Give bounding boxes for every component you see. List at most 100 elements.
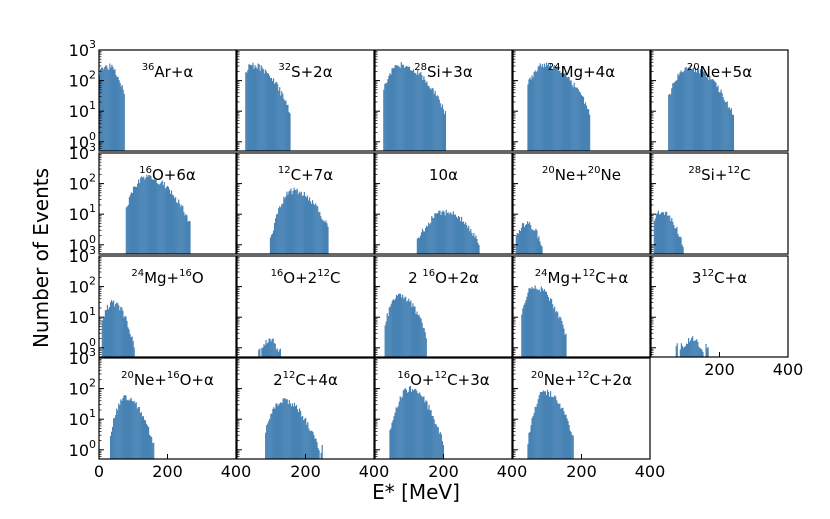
bar bbox=[120, 306, 122, 357]
bar bbox=[546, 389, 549, 459]
bar bbox=[273, 343, 275, 357]
bar bbox=[398, 66, 400, 151]
bar bbox=[156, 183, 158, 254]
y-tick-exponent: 0 bbox=[89, 438, 96, 451]
bar bbox=[284, 398, 286, 459]
bar bbox=[260, 65, 262, 151]
bar bbox=[413, 306, 415, 357]
bar bbox=[442, 444, 444, 459]
bar bbox=[518, 229, 520, 254]
bar bbox=[418, 393, 420, 459]
bar bbox=[395, 294, 398, 357]
bar bbox=[545, 62, 548, 151]
bar bbox=[113, 300, 115, 357]
bar bbox=[279, 348, 281, 357]
bar bbox=[554, 306, 556, 357]
bar bbox=[409, 301, 411, 357]
bar bbox=[689, 341, 691, 357]
bar bbox=[272, 408, 274, 459]
bar bbox=[180, 206, 182, 254]
bar bbox=[676, 226, 678, 254]
bar bbox=[692, 67, 694, 151]
bar bbox=[419, 392, 421, 459]
bar bbox=[659, 213, 662, 254]
bar bbox=[453, 214, 455, 254]
y-tick-base: 10 bbox=[69, 41, 89, 60]
bar bbox=[564, 73, 566, 151]
y-tick-label: 100 bbox=[69, 233, 96, 255]
bar bbox=[442, 210, 444, 254]
title-text: 3 bbox=[692, 269, 702, 287]
bar bbox=[397, 293, 400, 357]
bar bbox=[262, 69, 264, 151]
y-tick-base: 10 bbox=[69, 349, 89, 368]
y-tick-base: 10 bbox=[69, 102, 89, 121]
bar bbox=[172, 195, 175, 254]
bar bbox=[139, 182, 141, 254]
title-text: C+7α bbox=[291, 166, 334, 184]
bar bbox=[531, 229, 533, 254]
bar bbox=[283, 196, 285, 254]
bar bbox=[309, 430, 311, 459]
bar bbox=[316, 442, 318, 459]
bar bbox=[124, 395, 126, 459]
bar bbox=[691, 337, 693, 357]
bar bbox=[556, 310, 558, 357]
bar bbox=[397, 65, 399, 151]
panel-2c12-4alpha: 212C+4α 200 400 bbox=[236, 357, 389, 481]
bar bbox=[251, 65, 253, 151]
bar bbox=[270, 77, 273, 151]
bar bbox=[551, 298, 553, 357]
bar bbox=[452, 211, 454, 254]
bar bbox=[425, 400, 427, 459]
bar bbox=[674, 227, 676, 254]
bar bbox=[588, 109, 590, 151]
bar bbox=[311, 430, 313, 459]
bar bbox=[530, 225, 532, 254]
bar bbox=[153, 442, 155, 459]
bar bbox=[265, 339, 267, 357]
bar bbox=[540, 286, 542, 357]
bar bbox=[476, 239, 478, 254]
bar bbox=[732, 115, 735, 151]
bar bbox=[134, 186, 137, 254]
bar bbox=[418, 314, 420, 357]
bar bbox=[557, 312, 559, 357]
bar bbox=[547, 297, 550, 357]
bar bbox=[249, 64, 251, 151]
bar bbox=[306, 195, 309, 254]
bar bbox=[532, 416, 534, 459]
bar bbox=[389, 73, 391, 151]
bar bbox=[533, 288, 535, 357]
bar bbox=[679, 236, 681, 254]
bar bbox=[589, 114, 591, 151]
bar bbox=[721, 93, 723, 151]
title-text: Ne+ bbox=[544, 371, 577, 389]
bar bbox=[282, 93, 284, 151]
bar bbox=[534, 406, 536, 459]
bar bbox=[293, 187, 295, 254]
y-tick-label: 101 bbox=[69, 305, 96, 327]
bar bbox=[150, 176, 152, 254]
bar bbox=[267, 342, 269, 357]
bar bbox=[708, 79, 710, 151]
bar bbox=[681, 345, 684, 357]
bar bbox=[673, 83, 675, 151]
bar bbox=[422, 231, 425, 254]
bar bbox=[415, 314, 417, 357]
bar bbox=[154, 179, 156, 254]
bar bbox=[544, 391, 547, 459]
bar bbox=[477, 242, 479, 254]
bar bbox=[271, 233, 274, 254]
bar bbox=[396, 65, 398, 151]
bar bbox=[570, 432, 572, 459]
bar bbox=[157, 183, 159, 254]
bar bbox=[428, 404, 430, 459]
bar bbox=[396, 408, 398, 459]
bar bbox=[272, 338, 274, 357]
bar bbox=[114, 306, 116, 357]
bar bbox=[424, 332, 426, 357]
bar bbox=[669, 93, 671, 151]
bar bbox=[321, 445, 323, 459]
